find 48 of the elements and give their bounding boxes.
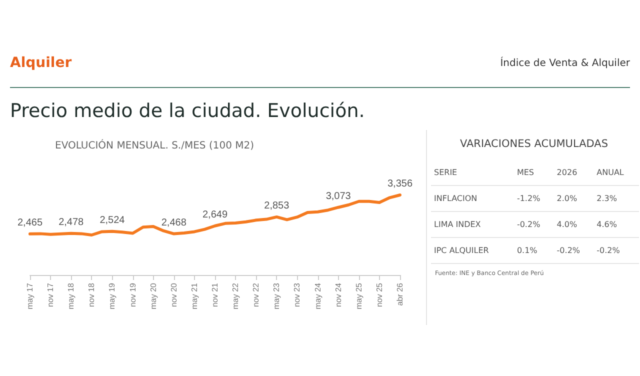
category-label: IPC ALQUILER (434, 246, 489, 255)
text: -1.2% (516, 194, 540, 203)
data-label: 2,853 (264, 200, 290, 212)
category-label: INFLACION (434, 194, 478, 203)
text: Precio medio de la ciudad. Evolución. (10, 100, 365, 122)
x-tick-label: abr 26 (396, 282, 404, 306)
data-label: 2,524 (100, 214, 126, 226)
x-tick-label: may 19 (108, 282, 117, 310)
x-tick-label: nov 24 (334, 282, 343, 308)
x-tick-label: nov 21 (210, 282, 220, 308)
x-tick-label: nov 20 (169, 282, 178, 308)
data-label: 3,356 (387, 178, 413, 190)
x-tick-label: nov 17 (46, 282, 56, 308)
category-label: LIMA INDEX (434, 220, 481, 229)
x-tick-label: nov 19 (128, 282, 138, 308)
text: SERIE (431, 160, 514, 186)
x-tick-label: may 23 (272, 282, 282, 310)
text: -0.2% (556, 246, 580, 255)
category-label: ANUAL (594, 160, 639, 186)
x-tick-label: nov 23 (292, 282, 302, 308)
x-tick-label: nov 22 (252, 282, 261, 308)
data-label: 2,649 (202, 209, 228, 220)
data-label: 2,468 (161, 217, 187, 228)
data-label: 3,073 (326, 190, 352, 202)
x-tick-label: may 18 (66, 282, 76, 310)
text: -0.2% (516, 220, 540, 229)
data-label: 2,465 (17, 217, 43, 228)
x-tick-label: may 21 (190, 282, 199, 310)
x-tick-label: may 20 (148, 282, 158, 310)
x-tick-label: nov 18 (87, 282, 96, 308)
x-tick-label: may 17 (26, 282, 34, 310)
text: 2.0% (556, 194, 578, 203)
x-tick-label: may 24 (313, 282, 322, 310)
text: Índice de Venta & Alquiler (500, 58, 630, 69)
category-label: MES (514, 160, 554, 186)
text: VARIACIONES ACUMULADAS (458, 138, 610, 150)
x-tick-label: nov 25 (374, 282, 384, 308)
text: Alquiler (10, 55, 72, 71)
x-tick-label: may 22 (231, 282, 240, 310)
category-label: 2026 (554, 160, 594, 186)
text: 2.3% (596, 194, 617, 203)
chart-title: EVOLUCIÓN MENSUAL. S./MES (100 M2) (55, 138, 254, 152)
text: 4.0% (556, 220, 578, 229)
x-tick-label: may 25 (354, 282, 364, 310)
text: -0.2% (596, 246, 620, 255)
text: 0.1% (516, 246, 538, 255)
data-label: 2,478 (58, 216, 84, 228)
text: 4.6% (596, 220, 617, 229)
